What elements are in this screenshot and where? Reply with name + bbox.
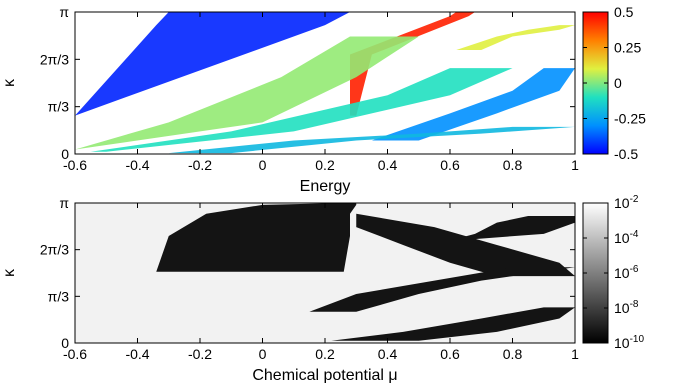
mu-dark-region — [156, 203, 357, 272]
energy-band-region — [168, 126, 575, 154]
mu-colorbar-tick-label: 10-4 — [614, 229, 639, 246]
mu-x-tick-label: -0.2 — [188, 346, 212, 362]
mu-x-tick-label: 1 — [571, 346, 579, 362]
mu-y-axis-label: κ — [1, 268, 18, 277]
energy-band-region — [350, 12, 475, 116]
energy-y-axis-label: κ — [1, 78, 18, 87]
energy-band-region — [75, 36, 419, 150]
mu-colorbar-ticks: 10-2 10-4 10-6 10-8 10-10 — [583, 194, 644, 351]
energy-colorbar-tick-label: -0.5 — [614, 146, 638, 162]
energy-band-region — [75, 12, 350, 132]
energy-y-tick-label: π/3 — [48, 99, 70, 115]
mu-y-tick-label: 2π/3 — [40, 242, 69, 258]
energy-x-tick-label: 0.4 — [378, 157, 398, 173]
energy-x-tick-label: -0.6 — [63, 157, 87, 173]
energy-colorbar-tick-label: 0.25 — [614, 40, 641, 56]
mu-dark-region — [331, 307, 575, 341]
mu-dark-region — [309, 267, 575, 312]
energy-band-region — [371, 68, 575, 141]
mu-x-tick-label: -0.6 — [63, 346, 87, 362]
energy-x-tick-label: -0.2 — [188, 157, 212, 173]
mu-x-axis-label: Chemical potential μ — [252, 367, 397, 383]
mu-x-tick-label: 0 — [259, 346, 267, 362]
energy-y-tick-label: π — [59, 4, 69, 20]
energy-x-tick-label: 0 — [259, 157, 267, 173]
energy-colorbar-ticks: 0.5 0.25 0 -0.25 -0.5 — [583, 4, 646, 162]
energy-colorbar: 0.5 0.25 0 -0.25 -0.5 — [582, 4, 646, 162]
mu-panel: -0.6 -0.4 -0.2 0 0.2 0.4 0.6 0.8 1 0 π/3 2π/3 π Che… — [1, 194, 644, 383]
mu-x-tick-label: 0.2 — [315, 346, 335, 362]
energy-x-ticks: -0.6 -0.4 -0.2 0 0.2 0.4 0.6 0.8 1 — [63, 12, 579, 173]
energy-x-tick-label: 1 — [571, 157, 579, 173]
mu-y-tick-label: 0 — [61, 335, 69, 351]
mu-y-tick-label: π/3 — [48, 288, 70, 304]
energy-y-tick-label: 2π/3 — [40, 51, 69, 67]
mu-y-ticks: 0 π/3 2π/3 π — [40, 195, 575, 351]
mu-x-tick-label: 0.8 — [503, 346, 523, 362]
mu-colorbar-tick-label: 10-2 — [614, 194, 639, 211]
energy-band-region — [456, 25, 575, 51]
mu-dark-region — [356, 213, 575, 277]
energy-colorbar-tick-label: -0.25 — [614, 111, 646, 127]
energy-y-tick-label: 0 — [61, 146, 69, 162]
mu-colorbar: 10-2 10-4 10-6 10-8 10-10 — [582, 194, 644, 351]
mu-y-tick-label: π — [59, 195, 69, 211]
energy-x-tick-label: 0.8 — [503, 157, 523, 173]
mu-colorbar-tick-label: 10-10 — [614, 334, 644, 351]
mu-x-tick-label: -0.4 — [125, 346, 149, 362]
energy-y-ticks: 0 π/3 2π/3 π — [40, 4, 575, 162]
mu-x-tick-label: 0.6 — [440, 346, 460, 362]
mu-dark-region — [450, 215, 575, 241]
energy-x-tick-label: 0.6 — [440, 157, 460, 173]
energy-panel: -0.6 -0.4 -0.2 0 0.2 0.4 0.6 0.8 1 0 π/3 2π/3 π Ene… — [1, 4, 646, 195]
mu-colorbar-tick-label: 10-8 — [614, 299, 639, 316]
energy-colorbar-tick-label: 0 — [614, 75, 622, 91]
energy-band-region — [90, 68, 513, 152]
energy-x-tick-label: -0.4 — [125, 157, 149, 173]
mu-colorbar-tick-label: 10-6 — [614, 264, 639, 281]
mu-heatmap — [75, 203, 575, 343]
energy-heatmap — [75, 12, 575, 154]
energy-colorbar-gradient — [582, 11, 609, 155]
energy-x-axis-label: Energy — [300, 178, 351, 195]
energy-x-tick-label: 0.2 — [315, 157, 335, 173]
mu-x-tick-label: 0.4 — [378, 346, 398, 362]
energy-colorbar-tick-label: 0.5 — [614, 4, 634, 20]
mu-x-ticks: -0.6 -0.4 -0.2 0 0.2 0.4 0.6 0.8 1 — [63, 203, 579, 362]
